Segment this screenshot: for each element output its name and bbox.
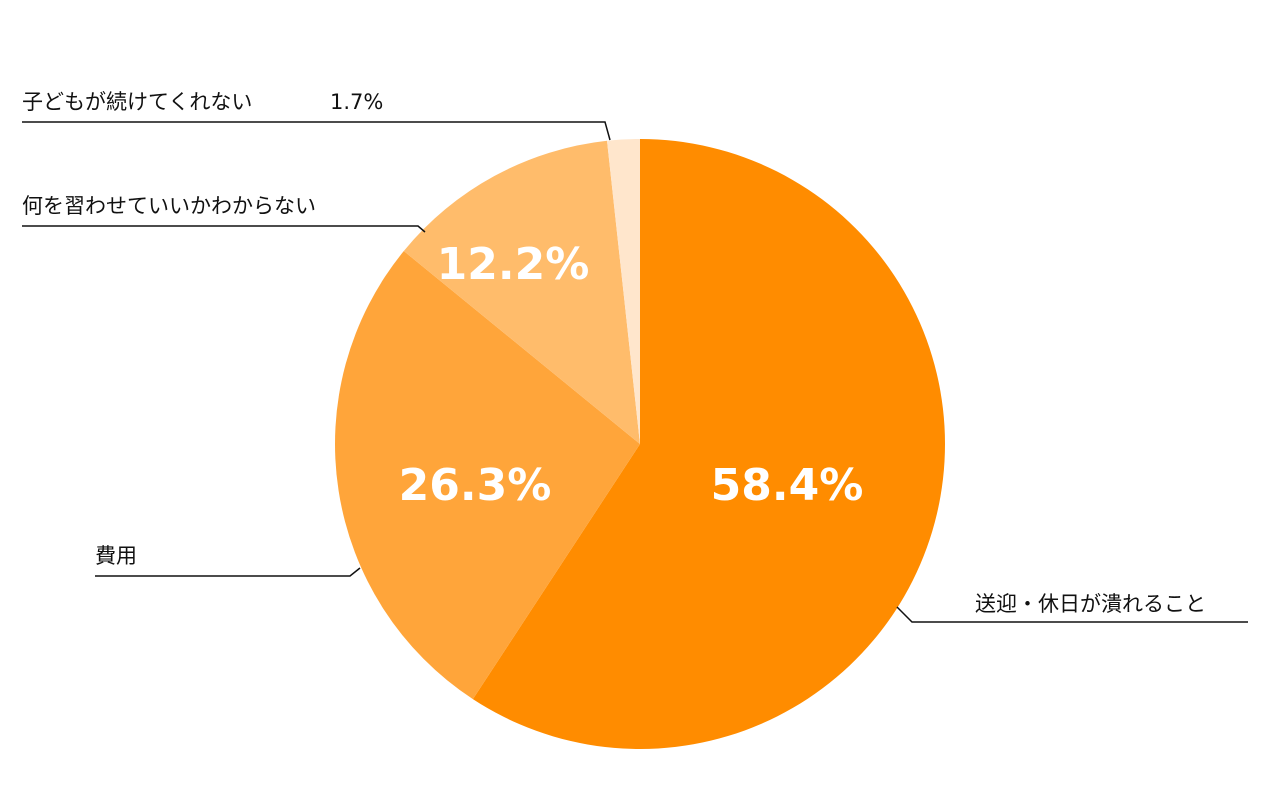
category-label: 子どもが続けてくれない [22,90,252,114]
value-label: 12.2% [437,239,590,290]
category-label: 送迎・休日が潰れること [975,592,1206,616]
category-label: 費用 [95,544,137,568]
category-label: 何を習わせていいかわからない [22,194,316,218]
pie-slice [334,251,640,700]
leader-line [22,225,426,233]
value-label: 26.3% [399,460,552,511]
value-label: 58.4% [711,460,864,511]
leader-line [95,567,361,577]
leader-line [22,121,611,141]
pie-slice [607,139,640,444]
value-label: 1.7% [330,90,383,114]
pie-slice [403,140,640,445]
pie-slice [472,139,946,749]
leader-line [896,606,1248,623]
